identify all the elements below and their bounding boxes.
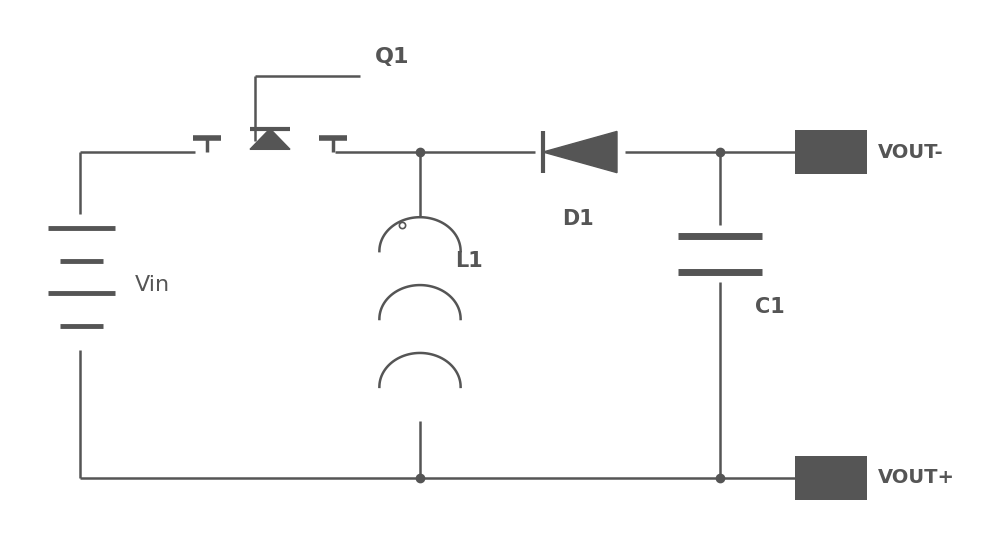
Text: Vin: Vin bbox=[135, 275, 170, 295]
Point bbox=[412, 148, 428, 156]
Bar bbox=[795, 456, 867, 500]
Text: L1: L1 bbox=[455, 251, 483, 270]
Point bbox=[712, 473, 728, 482]
Point bbox=[712, 148, 728, 156]
Bar bbox=[795, 130, 867, 174]
Text: Q1: Q1 bbox=[375, 47, 410, 67]
Text: VOUT-: VOUT- bbox=[878, 143, 944, 161]
Polygon shape bbox=[250, 129, 290, 149]
Text: VOUT+: VOUT+ bbox=[878, 469, 955, 487]
Point bbox=[412, 473, 428, 482]
Polygon shape bbox=[543, 131, 617, 173]
Text: C1: C1 bbox=[755, 297, 785, 317]
Text: D1: D1 bbox=[562, 209, 594, 229]
